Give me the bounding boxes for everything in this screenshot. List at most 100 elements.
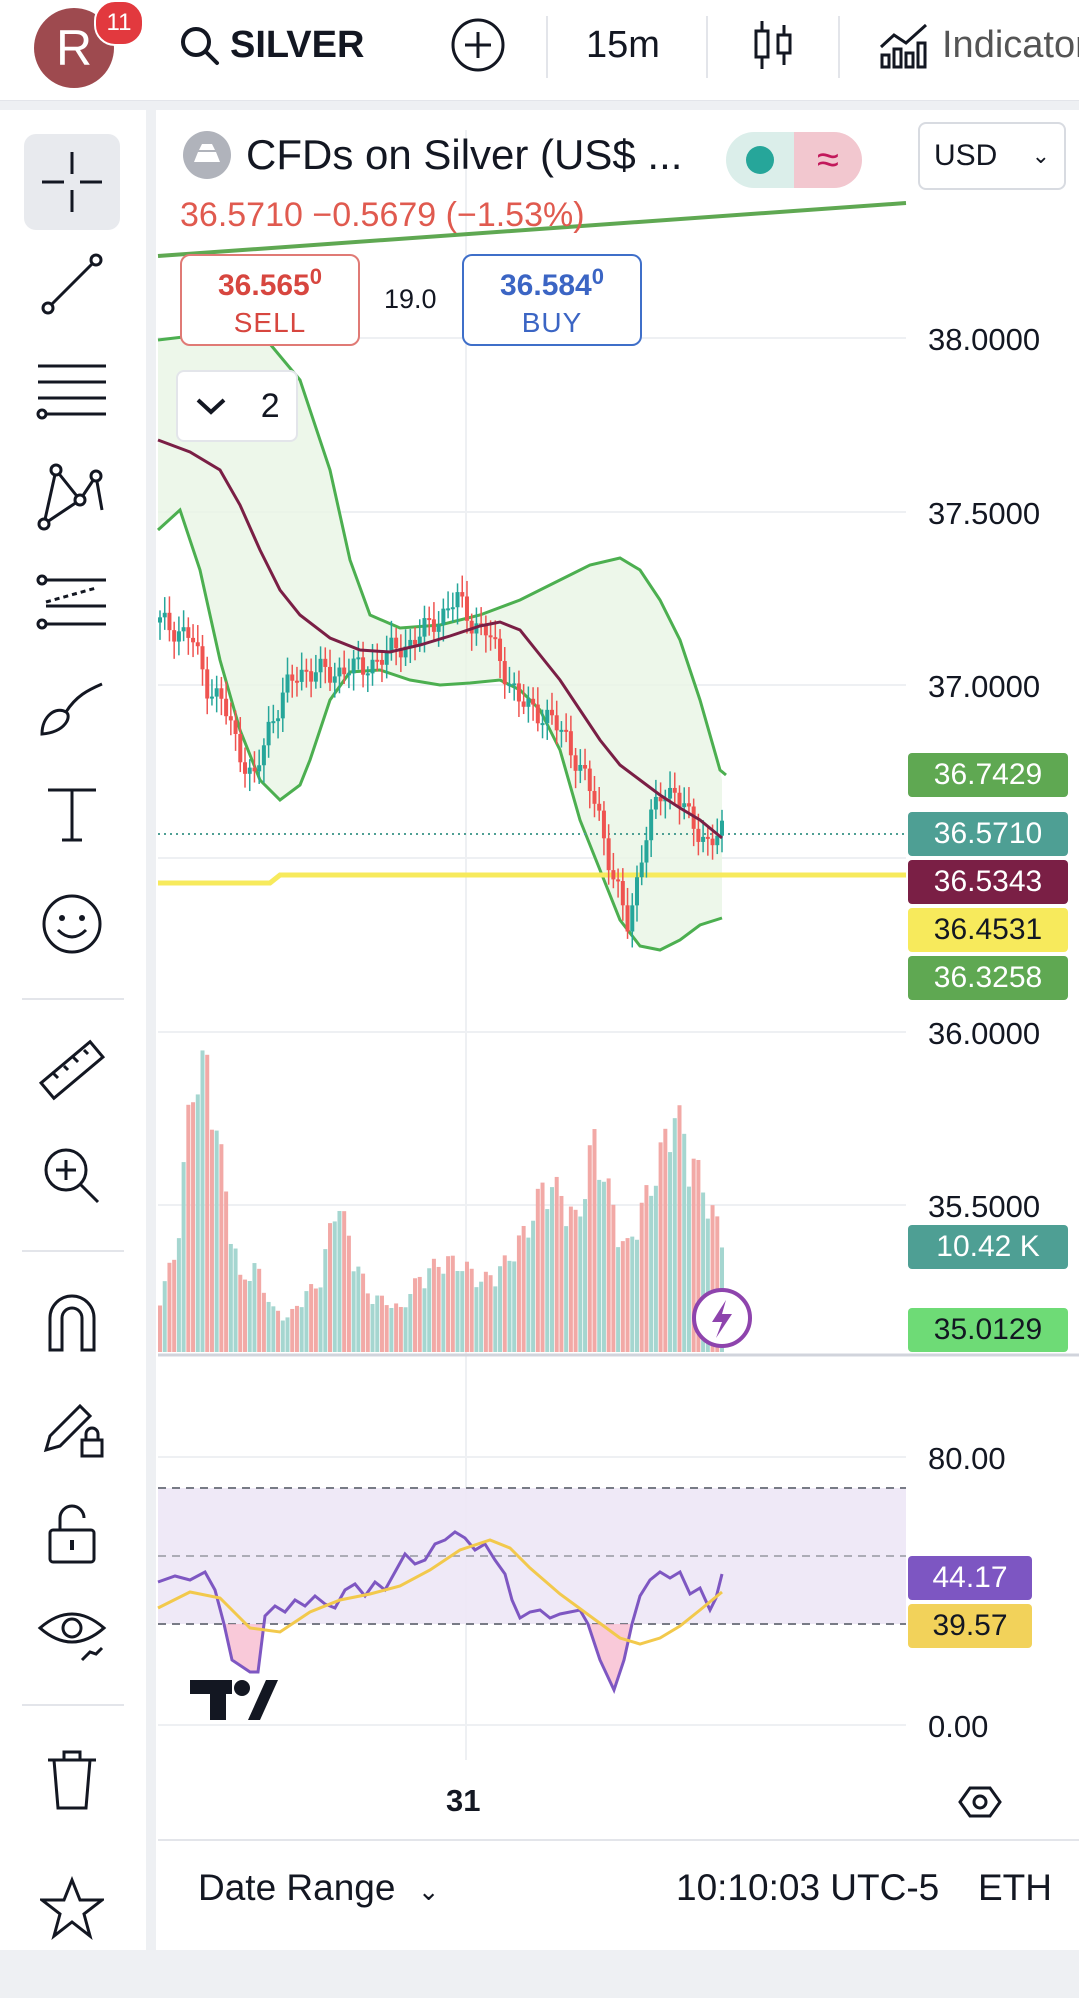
candle-body (238, 733, 243, 763)
candle-body (266, 721, 271, 746)
rsi-ma-line (157, 1538, 723, 1646)
volume-bar (209, 1129, 214, 1352)
delayed-data-icon: ≈ (794, 132, 862, 188)
currency-label: USD (934, 139, 998, 172)
candle-body (606, 838, 611, 871)
volume-bar (545, 1209, 550, 1352)
candle-body (516, 683, 521, 702)
rsi-ma-value-tag: 39.57 (908, 1604, 1032, 1648)
candle-body (672, 787, 677, 793)
session-button[interactable]: ETH (978, 1867, 1052, 1908)
volume-bar (323, 1249, 328, 1352)
volume-bar (337, 1210, 342, 1352)
candle-body (639, 862, 644, 878)
volume-bar (257, 1268, 262, 1352)
lock-drawings-tool[interactable] (24, 1380, 120, 1476)
volume-bar (686, 1186, 691, 1352)
title-text: CFDs on Silver (US$ ... (246, 131, 683, 178)
pattern-tool[interactable] (24, 448, 120, 544)
volume-bar (498, 1266, 503, 1352)
buy-button[interactable]: 36.5840 BUY (462, 254, 642, 346)
indicator-count: 2 (260, 386, 280, 425)
volume-bar (417, 1276, 422, 1352)
volume-bar (370, 1303, 375, 1352)
volume-bar (238, 1274, 243, 1352)
candle-body (389, 637, 394, 651)
volume-bar (422, 1288, 427, 1352)
symbol-title[interactable]: CFDs on Silver (US$ ... (182, 130, 682, 180)
sell-button[interactable]: 36.5650 SELL (180, 254, 360, 346)
volume-bar (389, 1307, 394, 1352)
ruler-icon (38, 1039, 106, 1101)
volume-bar (186, 1104, 191, 1352)
candle-body (521, 701, 526, 707)
volume-bar (384, 1305, 389, 1352)
crosshair-icon (42, 152, 102, 212)
zoom-in-tool[interactable] (24, 1128, 120, 1224)
volume-bar (634, 1239, 639, 1352)
candle-body (620, 881, 625, 906)
candle-body (564, 729, 569, 732)
volume-bar (644, 1185, 649, 1352)
candle-body (701, 836, 706, 842)
magnet-tool[interactable] (24, 1274, 120, 1370)
volume-bar (375, 1295, 380, 1352)
candle-body (337, 667, 342, 677)
volume-bar (219, 1144, 224, 1352)
crosshair-tool[interactable] (24, 134, 120, 230)
pattern-icon (37, 463, 104, 531)
trend-line-tool[interactable] (24, 236, 120, 332)
currency-select[interactable]: USD ⌄ (918, 122, 1066, 190)
chart-type-button[interactable] (752, 0, 796, 90)
text-tool[interactable] (24, 766, 120, 862)
brush-tool[interactable] (24, 660, 120, 756)
volume-bar (261, 1292, 266, 1352)
fib-retracement-tool[interactable] (24, 342, 120, 438)
forecast-tool[interactable] (24, 554, 120, 650)
volume-bar (332, 1221, 337, 1352)
indicators-button[interactable]: Indicators (878, 0, 1079, 90)
candle-body (318, 658, 323, 673)
candles (158, 575, 724, 948)
clock-label[interactable]: 10:10:03 UTC-5 (676, 1867, 940, 1908)
candle-body (328, 666, 333, 683)
price-tick: 36.0000 (928, 1016, 1041, 1051)
candle-body (181, 627, 186, 632)
volume-bar (483, 1271, 488, 1352)
date-range-button[interactable]: Date Range ⌄ (198, 1867, 440, 1909)
candle-body (243, 762, 248, 774)
volume-bar (205, 1054, 210, 1352)
delete-drawings-tool[interactable] (24, 1732, 120, 1828)
emoji-tool[interactable] (24, 876, 120, 972)
favorites-tool[interactable] (24, 1860, 120, 1956)
compare-symbol-button[interactable] (450, 0, 506, 90)
symbol-search[interactable]: SILVER (178, 0, 364, 90)
magnet-icon (48, 1294, 96, 1352)
candle-body (710, 838, 715, 846)
candle-body (649, 809, 654, 841)
volume-bar (413, 1278, 418, 1352)
candle-body (186, 627, 191, 638)
hide-drawings-tool[interactable] (24, 1584, 120, 1680)
divider (22, 998, 124, 1000)
bollinger-lower (156, 507, 723, 952)
candle-body (583, 764, 588, 769)
candle-body (545, 709, 550, 724)
volume-bar (299, 1307, 304, 1352)
candle-body (502, 661, 507, 685)
candle-body (460, 592, 465, 597)
chart-svg[interactable] (156, 110, 1079, 1950)
volume-bar (408, 1294, 413, 1352)
interval-button[interactable]: 15m (586, 0, 660, 90)
candle-body (427, 618, 432, 621)
lock-all-tool[interactable] (24, 1486, 120, 1582)
indicators-collapse-button[interactable]: 2 (176, 370, 298, 442)
volume-bar (403, 1307, 408, 1352)
market-status-toggle[interactable]: ≈ (726, 132, 862, 188)
candle-body (625, 905, 630, 932)
measure-tool[interactable] (24, 1022, 120, 1118)
candle-body (365, 673, 370, 676)
brush-icon (40, 682, 103, 736)
volume-bar (436, 1266, 441, 1352)
quote-line: 36.5710 −0.5679 (−1.53%) (180, 196, 585, 234)
